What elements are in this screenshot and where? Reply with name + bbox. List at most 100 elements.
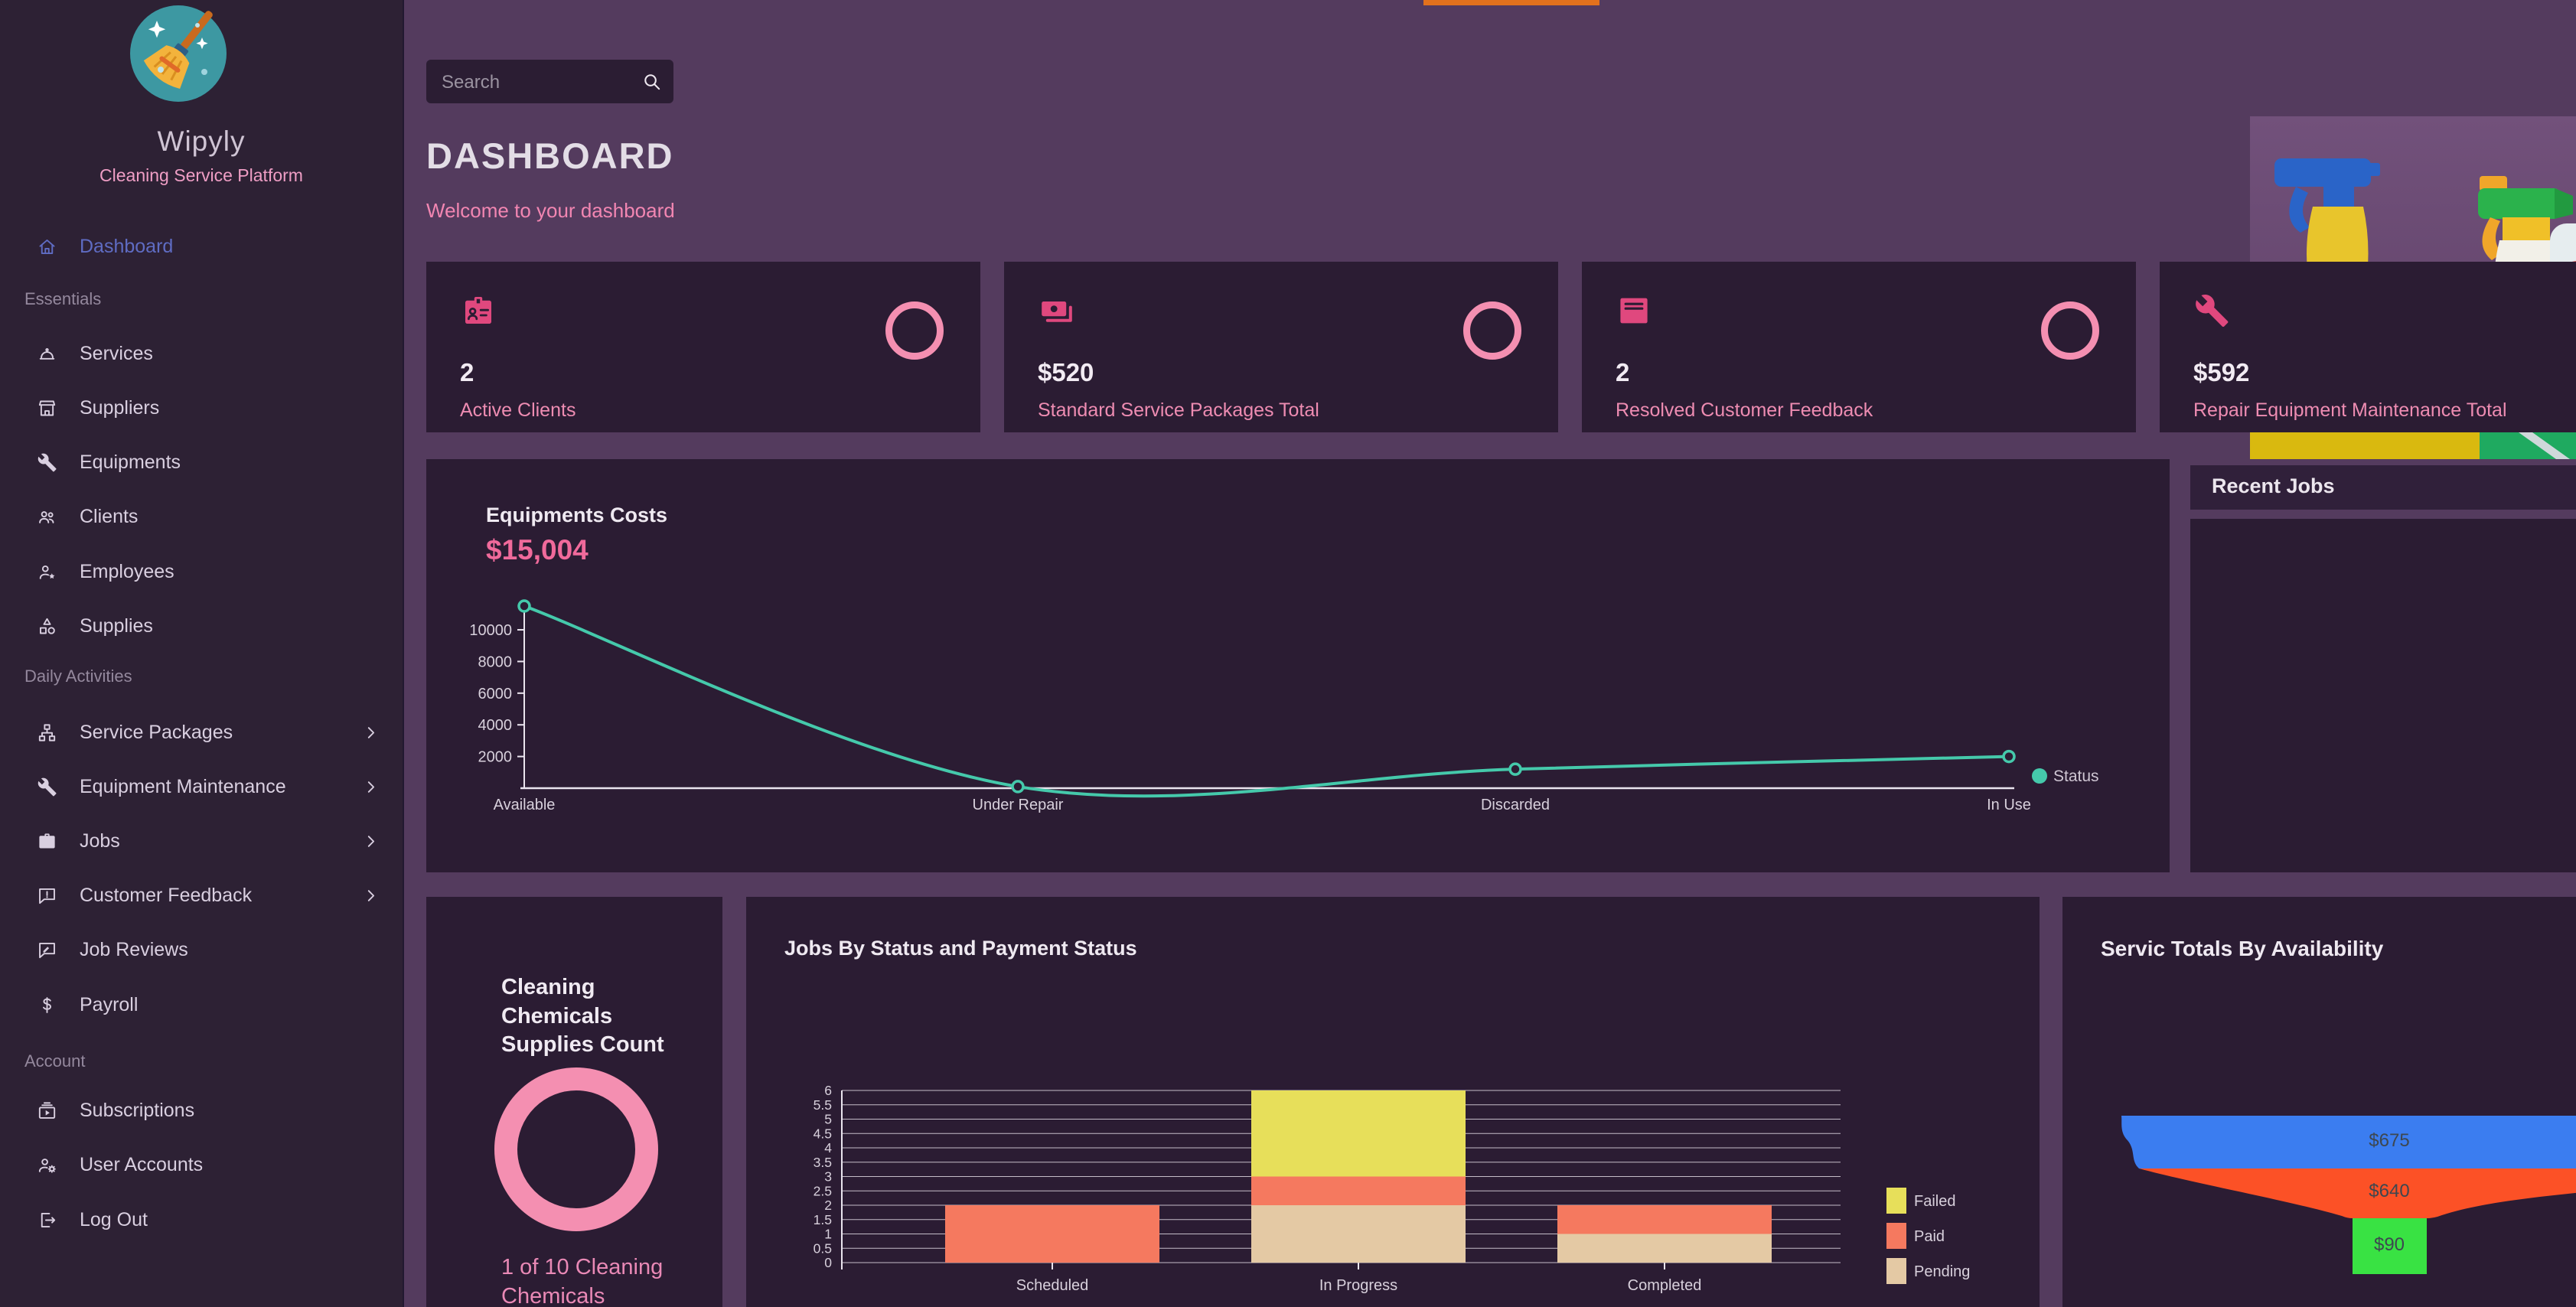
supplies-donut-card: Cleaning Chemicals Supplies Count 1 of 1…	[426, 897, 722, 1307]
svg-text:10000: 10000	[469, 622, 512, 639]
sidebar-item-label: User Accounts	[80, 1153, 204, 1175]
app-name: Wipyly	[157, 125, 246, 157]
sidebar-item-label: Clients	[80, 505, 139, 527]
sidebar-item-supplies[interactable]: Supplies	[0, 608, 403, 644]
stat-ring	[2041, 301, 2099, 360]
hierarchy-icon	[38, 723, 56, 742]
search-icon[interactable]	[641, 70, 663, 93]
sidebar-item-user-accounts[interactable]: User Accounts	[0, 1147, 403, 1182]
stat-value: $592	[2193, 358, 2250, 386]
sidebar-item-label: Dashboard	[80, 235, 174, 257]
supplies-donut-title: Cleaning Chemicals Supplies Count	[501, 975, 664, 1058]
sidebar-item-label: Suppliers	[80, 396, 160, 419]
sidebar-item-label: Service Packages	[80, 721, 233, 743]
sidebar: Wipyly Cleaning Service Platform Dashboa…	[0, 0, 404, 1307]
svg-text:4.5: 4.5	[814, 1126, 832, 1141]
svg-text:4000: 4000	[478, 717, 513, 734]
sidebar-item-label: Log Out	[80, 1208, 148, 1230]
service-totals-funnel-chart: $675 $640 $90	[2121, 1116, 2576, 1274]
people-icon	[39, 510, 54, 523]
nav-section-label: Essentials	[24, 289, 102, 308]
recent-jobs-header: Recent Jobs	[2190, 465, 2576, 510]
sidebar-item-dashboard[interactable]: Dashboard	[0, 229, 403, 264]
svg-text:Pending: Pending	[1914, 1263, 1970, 1280]
svg-text:Paid: Paid	[1914, 1228, 1945, 1245]
stat-card: 2 Active Clients	[426, 262, 980, 432]
feedback-icon	[39, 888, 55, 904]
svg-text:6000: 6000	[478, 686, 513, 702]
sidebar-item-label: Supplies	[80, 614, 153, 637]
svg-text:Available: Available	[494, 797, 556, 813]
svg-text:3: 3	[824, 1169, 832, 1185]
svg-text:0.5: 0.5	[814, 1240, 832, 1256]
svg-text:1: 1	[824, 1227, 832, 1242]
stat-value: 2	[1616, 358, 1630, 386]
svg-text:2000: 2000	[478, 749, 513, 766]
stat-value: 2	[460, 358, 474, 386]
sidebar-item-services[interactable]: Services	[0, 336, 403, 371]
sidebar-item-log-out[interactable]: Log Out	[0, 1202, 403, 1237]
sidebar-item-job-reviews[interactable]: Job Reviews	[0, 932, 403, 967]
svg-text:2.5: 2.5	[814, 1183, 832, 1198]
broom-logo-icon	[130, 5, 227, 102]
svg-text:Completed: Completed	[1628, 1277, 1702, 1294]
stat-label: Resolved Customer Feedback	[1616, 399, 1873, 421]
svg-text:$675: $675	[2369, 1130, 2409, 1151]
briefcase-icon	[39, 833, 55, 848]
sidebar-item-label: Equipments	[80, 451, 181, 473]
svg-text:2: 2	[824, 1198, 832, 1213]
svg-text:5.5: 5.5	[814, 1097, 832, 1113]
app-logo	[129, 4, 228, 103]
sidebar-item-employees[interactable]: Employees	[0, 554, 403, 589]
svg-text:0: 0	[824, 1255, 832, 1270]
sidebar-item-subscriptions[interactable]: Subscriptions	[0, 1093, 403, 1128]
equipment-costs-line-chart: 2000 4000 6000 8000 10000 Available Under Repa…	[469, 599, 2099, 813]
sidebar-item-equipments[interactable]: Equipments	[0, 445, 403, 480]
sidebar-item-label: Employees	[80, 560, 174, 582]
logout-icon	[41, 1212, 56, 1227]
sidebar-item-suppliers[interactable]: Suppliers	[0, 390, 403, 425]
service-bell-icon	[39, 347, 55, 360]
chevron-right-icon[interactable]	[360, 777, 381, 797]
stat-card: 2 Resolved Customer Feedback	[1582, 262, 2136, 432]
stat-label: Repair Equipment Maintenance Total	[2193, 399, 2507, 421]
wrench-icon	[37, 453, 57, 471]
sidebar-item-service-packages[interactable]: Service Packages	[0, 715, 403, 750]
sidebar-item-label: Payroll	[80, 993, 139, 1015]
chevron-right-icon[interactable]	[360, 831, 381, 852]
sidebar-item-label: Services	[80, 342, 153, 364]
recent-jobs-panel	[2190, 519, 2576, 872]
svg-text:$640: $640	[2369, 1181, 2409, 1201]
sidebar-item-payroll[interactable]: Payroll	[0, 987, 403, 1022]
sidebar-item-label: Jobs	[80, 830, 120, 852]
stat-value: $520	[1038, 358, 1094, 386]
sidebar-item-equipment-maintenance[interactable]: Equipment Maintenance	[0, 769, 403, 804]
inbox-icon	[1620, 298, 1648, 324]
shapes-icon	[39, 618, 55, 634]
supplies-donut-chart	[494, 1067, 658, 1231]
svg-text:Discarded: Discarded	[1481, 797, 1550, 813]
chevron-right-icon[interactable]	[360, 885, 381, 906]
sidebar-item-label: Subscriptions	[80, 1099, 195, 1121]
sidebar-item-customer-feedback[interactable]: Customer Feedback	[0, 878, 403, 913]
stat-ring	[1463, 301, 1521, 360]
home-icon	[39, 239, 55, 254]
sidebar-item-jobs[interactable]: Jobs	[0, 823, 403, 859]
sidebar-item-label: Customer Feedback	[80, 884, 253, 906]
search-input[interactable]	[440, 60, 634, 105]
svg-text:5: 5	[824, 1112, 832, 1127]
svg-text:In Use: In Use	[1987, 797, 2031, 813]
recent-jobs-title: Recent Jobs	[2212, 474, 2335, 497]
dollar-icon	[43, 996, 51, 1013]
stat-ring	[885, 301, 944, 360]
jobs-chart-title: Jobs By Status and Payment Status	[784, 937, 1137, 960]
search-box	[426, 60, 673, 105]
chevron-right-icon[interactable]	[360, 722, 381, 743]
sidebar-item-clients[interactable]: Clients	[0, 499, 403, 534]
rate-review-icon	[39, 942, 55, 958]
page-title: DASHBOARD	[426, 135, 674, 176]
funnel-chart-title: Servic Totals By Availability	[2101, 937, 2384, 960]
jobs-stacked-bar-chart: 00.511.522.533.544.555.56 Scheduled In Pro…	[814, 1083, 1971, 1294]
svg-text:Failed: Failed	[1914, 1193, 1955, 1210]
